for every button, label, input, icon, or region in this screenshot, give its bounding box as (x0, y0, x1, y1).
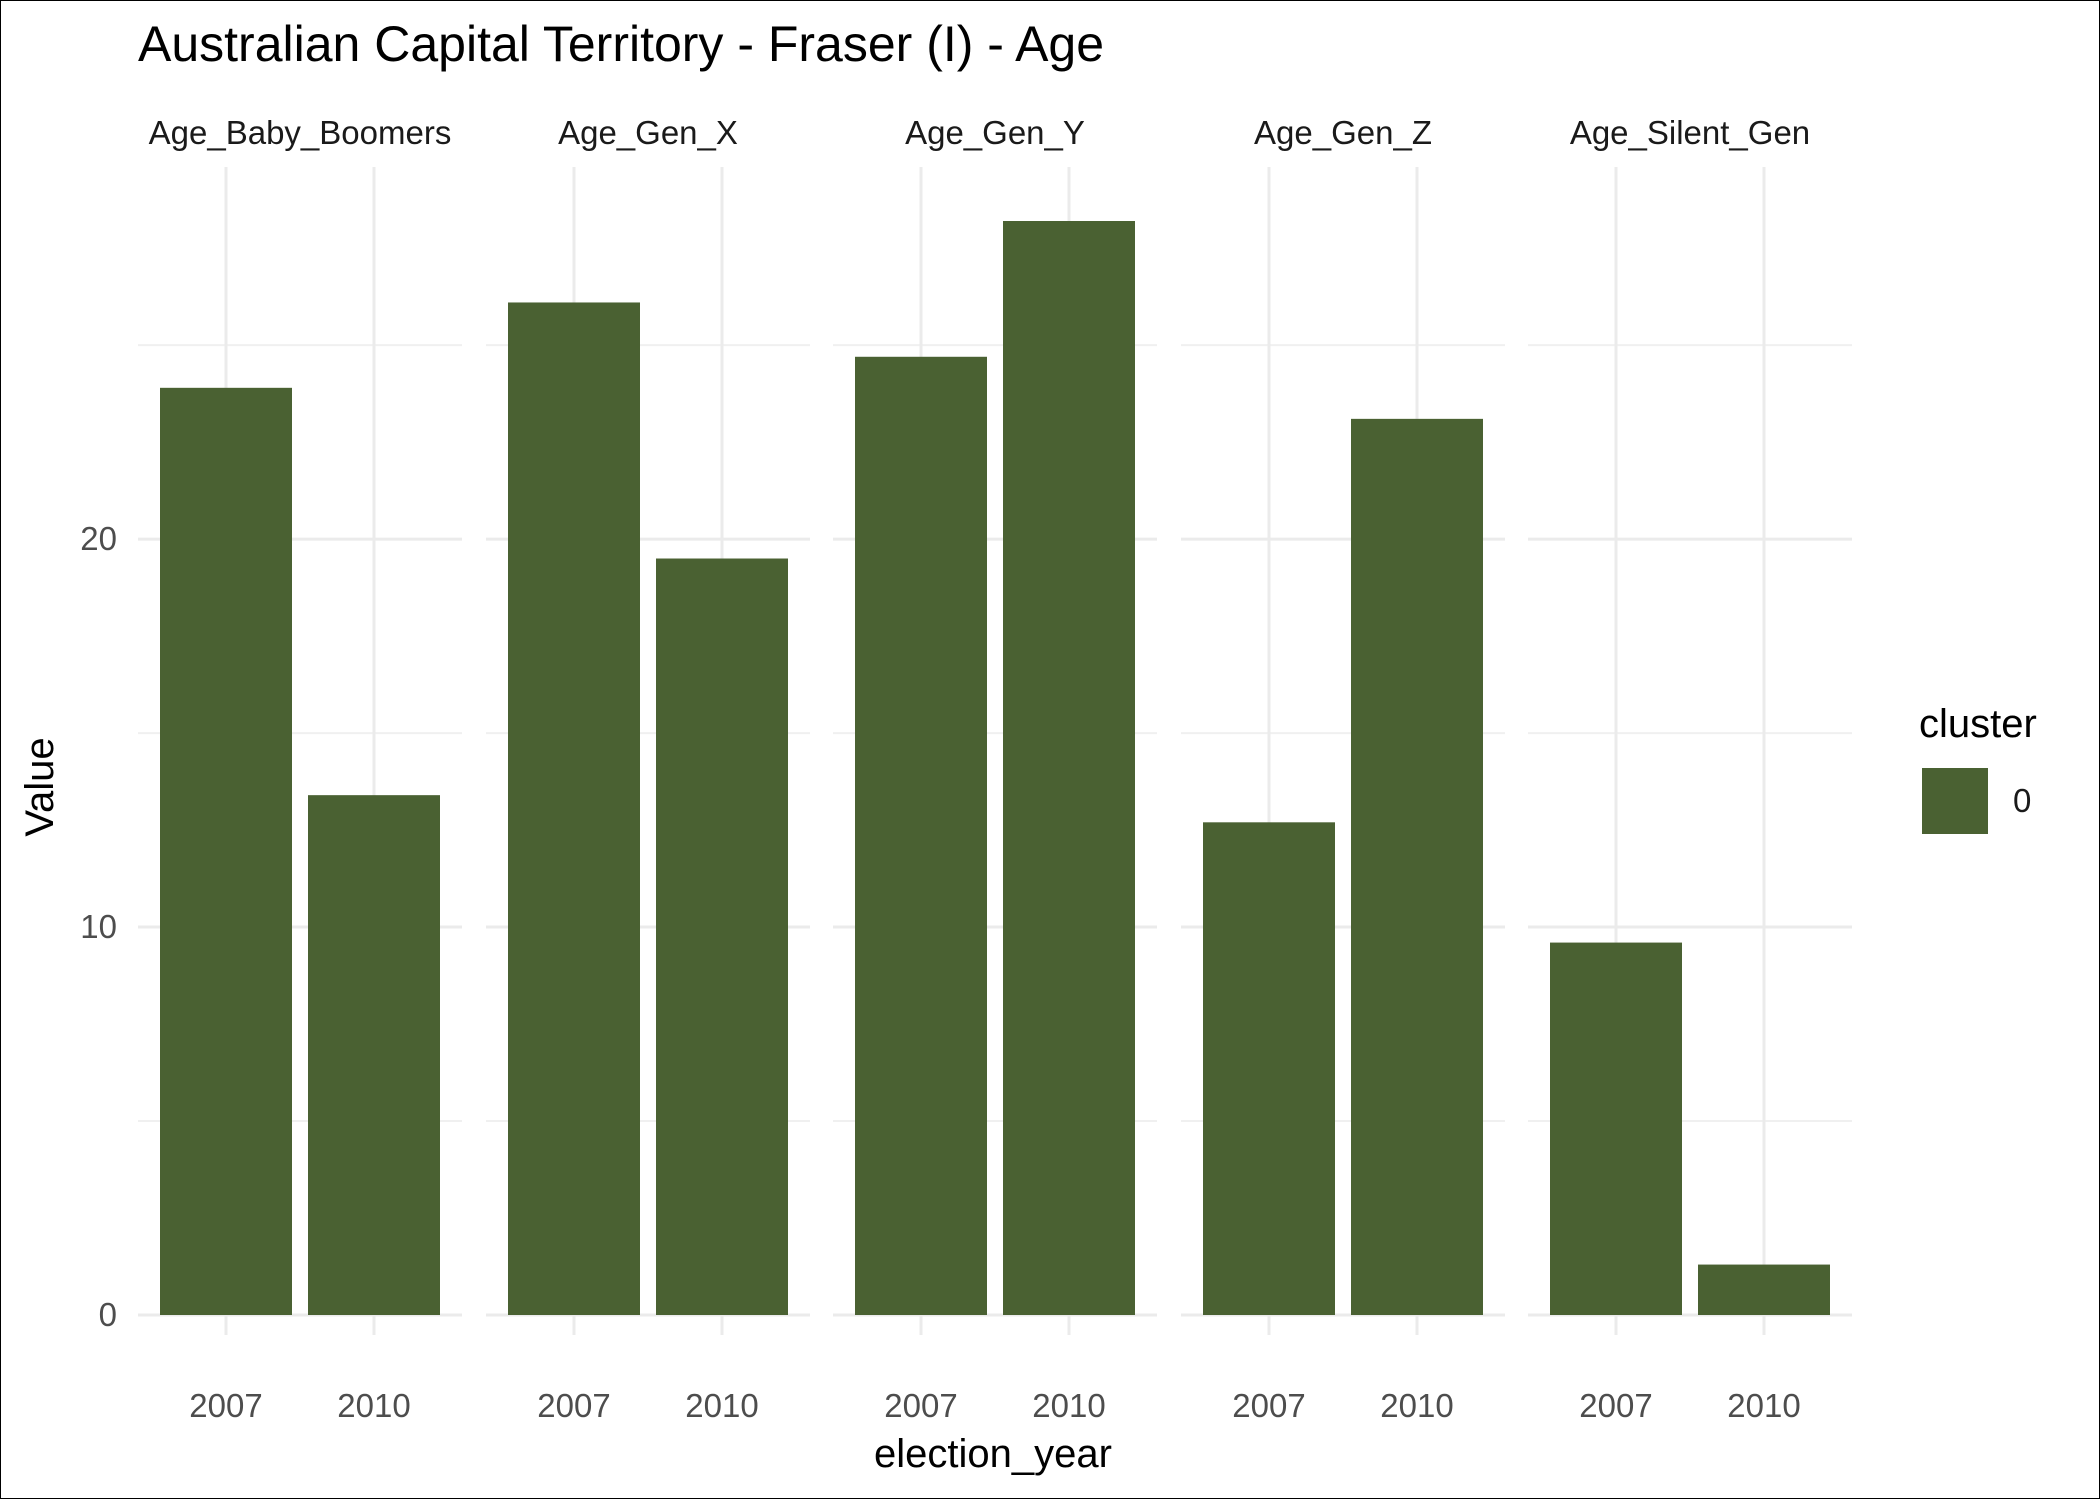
x-tick-label: 2010 (685, 1387, 758, 1424)
facet-label: Age_Baby_Boomers (149, 114, 452, 151)
bar (308, 795, 440, 1315)
x-tick-label: 2010 (337, 1387, 410, 1424)
x-tick-label: 2007 (189, 1387, 262, 1424)
bar (1351, 418, 1483, 1315)
legend-swatch (1922, 768, 1988, 834)
x-tick-label: 2010 (1380, 1387, 1453, 1424)
x-tick-label: 2010 (1727, 1387, 1800, 1424)
x-tick-label: 2007 (537, 1387, 610, 1424)
bar (656, 558, 788, 1315)
bar (1550, 942, 1682, 1315)
label-layer: Australian Capital Territory - Fraser (I… (18, 16, 1810, 1476)
x-tick-label: 2007 (1232, 1387, 1305, 1424)
bar-layer (160, 221, 1830, 1315)
y-tick-label: 10 (80, 908, 117, 945)
chart-title: Australian Capital Territory - Fraser (I… (138, 16, 1104, 72)
bar (508, 302, 640, 1315)
x-tick-label: 2007 (884, 1387, 957, 1424)
legend-label: 0 (2013, 782, 2031, 819)
y-axis-title: Value (18, 737, 62, 836)
x-tick-label: 2007 (1579, 1387, 1652, 1424)
facet-label: Age_Gen_X (558, 114, 738, 151)
legend-title: cluster (1919, 702, 2037, 746)
y-tick-label: 20 (80, 520, 117, 557)
bar (855, 356, 987, 1315)
y-tick-label: 0 (99, 1296, 117, 1333)
bar (1203, 822, 1335, 1315)
bar (1003, 221, 1135, 1315)
facet-label: Age_Gen_Z (1254, 114, 1432, 151)
x-tick-label: 2010 (1032, 1387, 1105, 1424)
legend: cluster 0 (1919, 702, 2037, 834)
x-axis-title: election_year (874, 1432, 1112, 1476)
facet-label: Age_Silent_Gen (1570, 114, 1810, 151)
bar (1698, 1264, 1830, 1315)
bar (160, 387, 292, 1315)
facet-label: Age_Gen_Y (905, 114, 1085, 151)
